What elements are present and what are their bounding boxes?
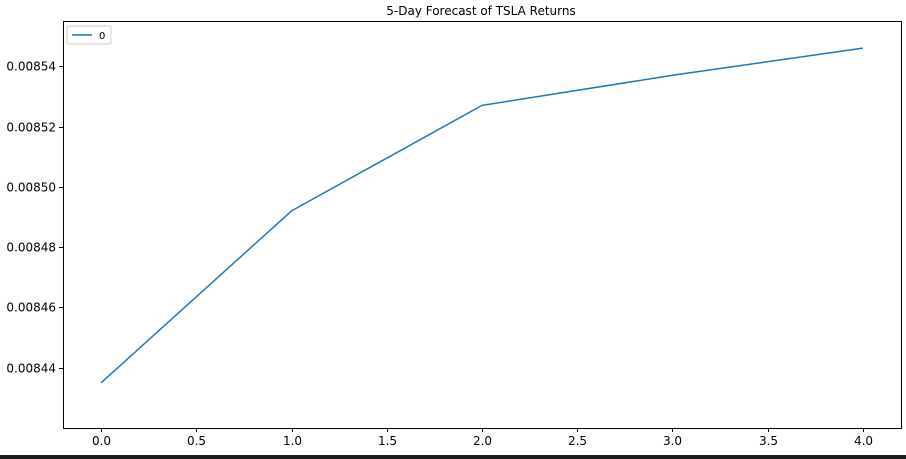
legend-label: 0 (99, 31, 105, 42)
y-tick-label: 0.00848 (6, 241, 56, 255)
x-tick-label: 2.5 (568, 434, 587, 448)
x-tick-label: 3.0 (663, 434, 682, 448)
y-tick-label: 0.00852 (6, 121, 56, 135)
bottom-border (0, 455, 906, 459)
y-tick-label: 0.00844 (6, 362, 56, 376)
x-tick-label: 1.5 (378, 434, 397, 448)
chart-title: 5-Day Forecast of TSLA Returns (386, 4, 575, 18)
y-tick-label: 0.00846 (6, 301, 56, 315)
legend: 0 (66, 25, 112, 45)
series-layer (100, 47, 864, 384)
x-tick-label: 0.5 (187, 434, 206, 448)
series-line-0 (100, 47, 864, 384)
plot-area-frame (63, 21, 902, 429)
x-tick-label: 1.0 (283, 434, 302, 448)
y-tick-label: 0.00850 (6, 181, 56, 195)
x-tick-label: 4.0 (854, 434, 873, 448)
x-tick-label: 2.0 (473, 434, 492, 448)
x-axis: 0.0 0.5 1.0 1.5 2.0 2.5 3.0 3.5 4.0 (92, 428, 873, 448)
x-tick-label: 3.5 (759, 434, 778, 448)
y-tick-label: 0.00854 (6, 60, 56, 74)
y-axis: 0.00844 0.00846 0.00848 0.00850 0.00852 0.008… (6, 60, 63, 376)
x-tick-label: 0.0 (92, 434, 111, 448)
